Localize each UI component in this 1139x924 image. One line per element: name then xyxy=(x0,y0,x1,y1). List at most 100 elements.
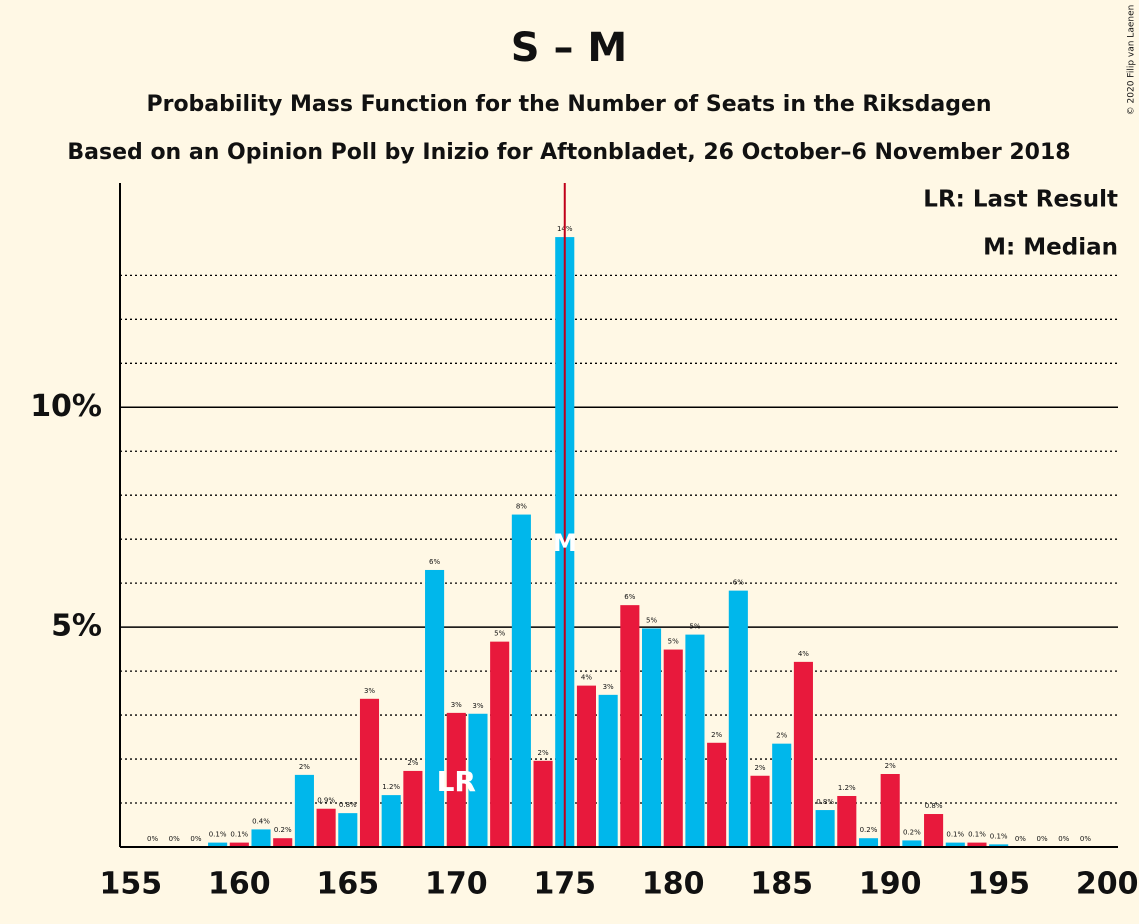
bar xyxy=(620,605,640,847)
bar xyxy=(685,634,705,847)
value-label: 0.9% xyxy=(317,797,335,805)
value-label: 0.8% xyxy=(925,802,943,810)
bar xyxy=(511,514,531,847)
value-label: 4% xyxy=(581,674,592,682)
x-tick-label: 190 xyxy=(859,867,922,902)
value-label: 0% xyxy=(190,835,201,843)
value-label: 0.2% xyxy=(274,826,292,834)
value-label: 6% xyxy=(733,579,744,587)
x-tick-label: 160 xyxy=(208,867,271,902)
bar xyxy=(793,661,813,847)
bar xyxy=(294,774,314,847)
bar xyxy=(490,641,510,847)
subtitle: Probability Mass Function for the Number… xyxy=(146,92,991,117)
bar xyxy=(403,770,423,847)
bar xyxy=(251,829,271,847)
value-label: 3% xyxy=(603,683,614,691)
value-label: 5% xyxy=(646,616,657,624)
median-marker: M xyxy=(553,529,577,557)
bar xyxy=(858,838,879,847)
bar xyxy=(967,842,987,847)
value-label: 0.1% xyxy=(946,831,964,839)
bar xyxy=(425,569,445,847)
y-tick-label: 5% xyxy=(51,609,102,644)
x-tick-label: 155 xyxy=(100,867,163,902)
value-label: 0% xyxy=(169,835,180,843)
last-result-marker: LR xyxy=(437,765,476,798)
bar xyxy=(728,590,748,847)
value-label: 5% xyxy=(494,630,505,638)
subtitle: Based on an Opinion Poll by Inizio for A… xyxy=(67,140,1070,165)
value-label: 3% xyxy=(472,702,483,710)
bar xyxy=(902,840,922,847)
x-tick-label: 200 xyxy=(1076,867,1139,902)
legend-entry: LR: Last Result xyxy=(923,187,1118,213)
value-label: 2% xyxy=(776,732,787,740)
value-label: 2% xyxy=(754,764,765,772)
value-label: 2% xyxy=(407,759,418,767)
bar xyxy=(338,813,358,847)
value-label: 1.2% xyxy=(382,783,400,791)
chart-title: S – M xyxy=(511,25,627,71)
y-tick-label: 10% xyxy=(30,389,102,424)
bar xyxy=(815,810,835,847)
bar xyxy=(446,712,466,847)
value-label: 0.1% xyxy=(990,832,1008,840)
value-label: 0.1% xyxy=(230,831,248,839)
value-label: 0.2% xyxy=(903,828,921,836)
legend-entry: M: Median xyxy=(983,235,1118,261)
value-label: 0% xyxy=(1080,835,1091,843)
bar xyxy=(598,694,618,847)
value-label: 8% xyxy=(516,503,527,511)
bar xyxy=(359,698,380,847)
x-tick-label: 195 xyxy=(967,867,1030,902)
value-label: 4% xyxy=(798,650,809,658)
bar xyxy=(772,743,792,847)
x-tick-label: 170 xyxy=(425,867,488,902)
value-label: 0% xyxy=(1037,835,1048,843)
x-tick-label: 165 xyxy=(316,867,379,902)
x-tick-label: 180 xyxy=(642,867,705,902)
bar xyxy=(924,814,944,847)
value-label: 6% xyxy=(624,593,635,601)
bar xyxy=(576,685,597,847)
value-label: 0.8% xyxy=(816,798,834,806)
value-label: 5% xyxy=(689,623,700,631)
value-label: 6% xyxy=(429,558,440,566)
x-tick-label: 185 xyxy=(750,867,813,902)
value-label: 5% xyxy=(668,638,679,646)
value-label: 3% xyxy=(364,687,375,695)
bar xyxy=(641,628,662,847)
x-tick-label: 175 xyxy=(533,867,596,902)
bar xyxy=(880,774,900,847)
bar xyxy=(273,838,293,847)
value-label: 3% xyxy=(451,701,462,709)
bar xyxy=(945,842,965,847)
value-label: 0.4% xyxy=(252,817,270,825)
bar xyxy=(468,713,488,847)
bar xyxy=(750,775,770,847)
value-label: 0.1% xyxy=(968,831,986,839)
value-label: 0.1% xyxy=(209,831,227,839)
value-label: 0% xyxy=(147,835,158,843)
value-label: 2% xyxy=(299,763,310,771)
bar xyxy=(989,844,1009,847)
bar xyxy=(208,842,228,847)
bar xyxy=(707,742,727,847)
bar xyxy=(533,760,553,847)
copyright: © 2020 Filip van Laenen xyxy=(1127,5,1137,116)
bar xyxy=(316,808,336,847)
bar xyxy=(381,795,401,847)
value-label: 2% xyxy=(711,731,722,739)
bar xyxy=(663,649,683,847)
value-label: 1.2% xyxy=(838,784,856,792)
value-label: 0% xyxy=(1015,835,1026,843)
value-label: 0.8% xyxy=(339,801,357,809)
value-label: 2% xyxy=(538,749,549,757)
bar xyxy=(837,795,857,847)
value-label: 0% xyxy=(1058,835,1069,843)
value-label: 0.2% xyxy=(860,826,878,834)
bar xyxy=(229,842,249,847)
value-label: 2% xyxy=(885,762,896,770)
